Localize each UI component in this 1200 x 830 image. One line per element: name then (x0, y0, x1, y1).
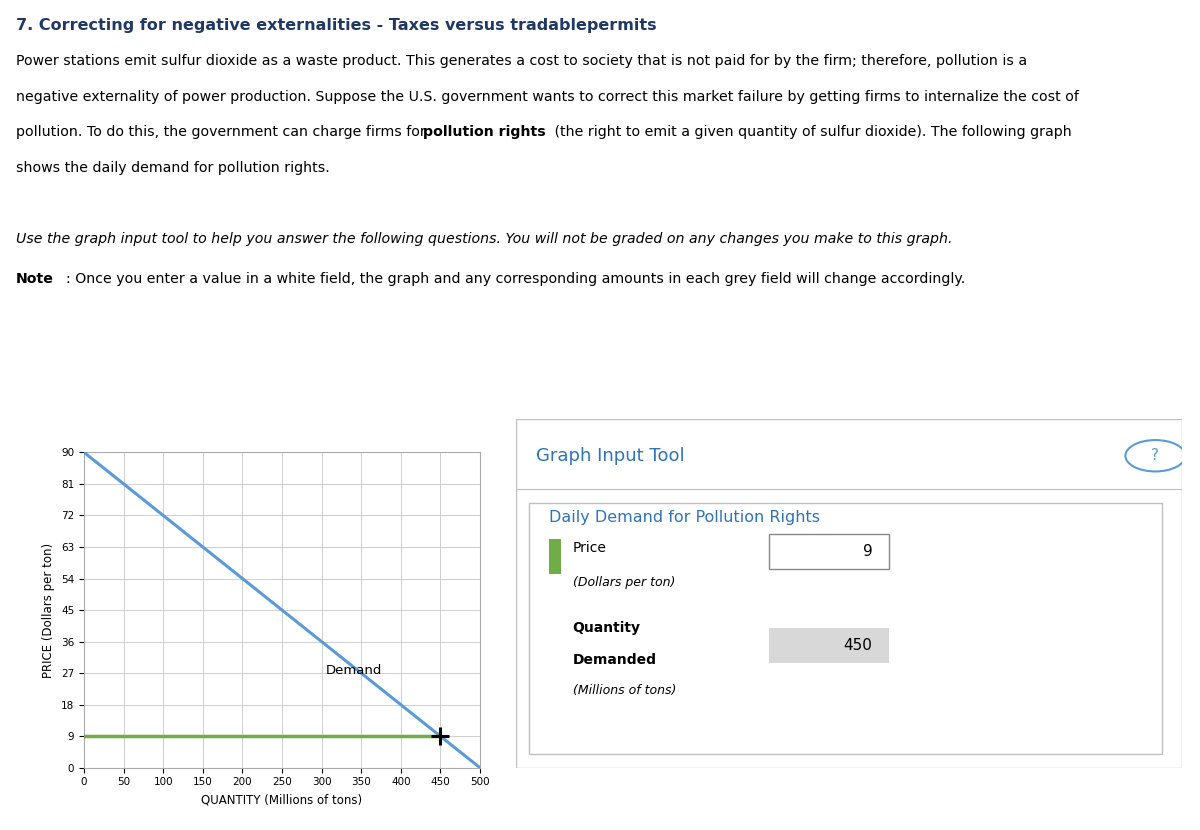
Text: negative externality of power production. Suppose the U.S. government wants to c: negative externality of power production… (16, 90, 1079, 104)
Text: Price: Price (572, 541, 606, 555)
Text: Daily Demand for Pollution Rights: Daily Demand for Pollution Rights (550, 510, 821, 525)
FancyBboxPatch shape (516, 419, 1182, 768)
Text: Demanded: Demanded (572, 652, 656, 666)
FancyBboxPatch shape (0, 427, 1200, 818)
FancyBboxPatch shape (769, 535, 889, 569)
FancyBboxPatch shape (529, 503, 1162, 754)
Text: 9: 9 (863, 544, 872, 559)
Text: Use the graph input tool to help you answer the following questions. You will no: Use the graph input tool to help you ans… (16, 232, 952, 247)
Y-axis label: PRICE (Dollars per ton): PRICE (Dollars per ton) (42, 543, 55, 677)
Text: Demand: Demand (325, 664, 382, 676)
Text: ?: ? (1151, 448, 1159, 463)
Text: Quantity: Quantity (572, 622, 641, 635)
Text: Graph Input Tool: Graph Input Tool (536, 447, 685, 465)
FancyBboxPatch shape (550, 540, 562, 574)
Text: 7. Correcting for negative externalities - Taxes versus tradablepermits: 7. Correcting for negative externalities… (16, 18, 656, 33)
Text: (Millions of tons): (Millions of tons) (572, 684, 676, 697)
FancyBboxPatch shape (769, 628, 889, 663)
Text: (the right to emit a given quantity of sulfur dioxide). The following graph: (the right to emit a given quantity of s… (551, 125, 1072, 139)
Text: Note: Note (16, 271, 54, 286)
X-axis label: QUANTITY (Millions of tons): QUANTITY (Millions of tons) (202, 793, 362, 806)
Text: pollution rights: pollution rights (422, 125, 545, 139)
Text: Power stations emit sulfur dioxide as a waste product. This generates a cost to : Power stations emit sulfur dioxide as a … (16, 54, 1027, 68)
Text: (Dollars per ton): (Dollars per ton) (572, 576, 674, 589)
Text: 450: 450 (844, 638, 872, 653)
Text: pollution. To do this, the government can charge firms for: pollution. To do this, the government ca… (16, 125, 430, 139)
Text: shows the daily demand for pollution rights.: shows the daily demand for pollution rig… (16, 161, 329, 175)
Text: : Once you enter a value in a white field, the graph and any corresponding amoun: : Once you enter a value in a white fiel… (66, 271, 965, 286)
